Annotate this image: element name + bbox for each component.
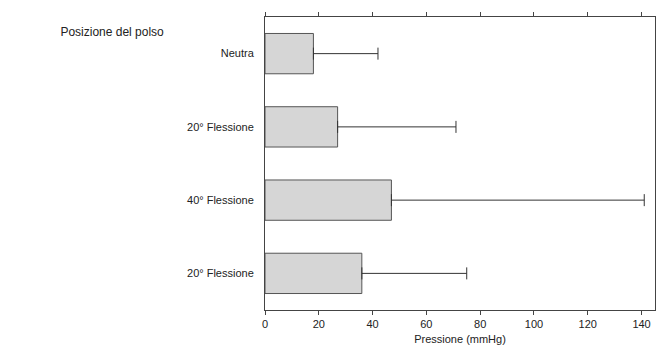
svg-text:20: 20 xyxy=(313,318,325,330)
svg-text:120: 120 xyxy=(579,318,597,330)
svg-text:Neutra: Neutra xyxy=(221,47,255,59)
svg-text:100: 100 xyxy=(525,318,543,330)
svg-text:Pressione (mmHg): Pressione (mmHg) xyxy=(414,333,506,345)
svg-text:40: 40 xyxy=(366,318,378,330)
svg-text:40° Flessione: 40° Flessione xyxy=(187,194,254,206)
svg-text:20° Flessione: 20° Flessione xyxy=(187,267,254,279)
svg-text:80: 80 xyxy=(474,318,486,330)
svg-text:0: 0 xyxy=(262,318,268,330)
svg-text:20° Flessione: 20° Flessione xyxy=(187,121,254,133)
svg-text:Posizione del polso: Posizione del polso xyxy=(60,25,164,39)
svg-text:140: 140 xyxy=(632,318,650,330)
svg-text:60: 60 xyxy=(420,318,432,330)
